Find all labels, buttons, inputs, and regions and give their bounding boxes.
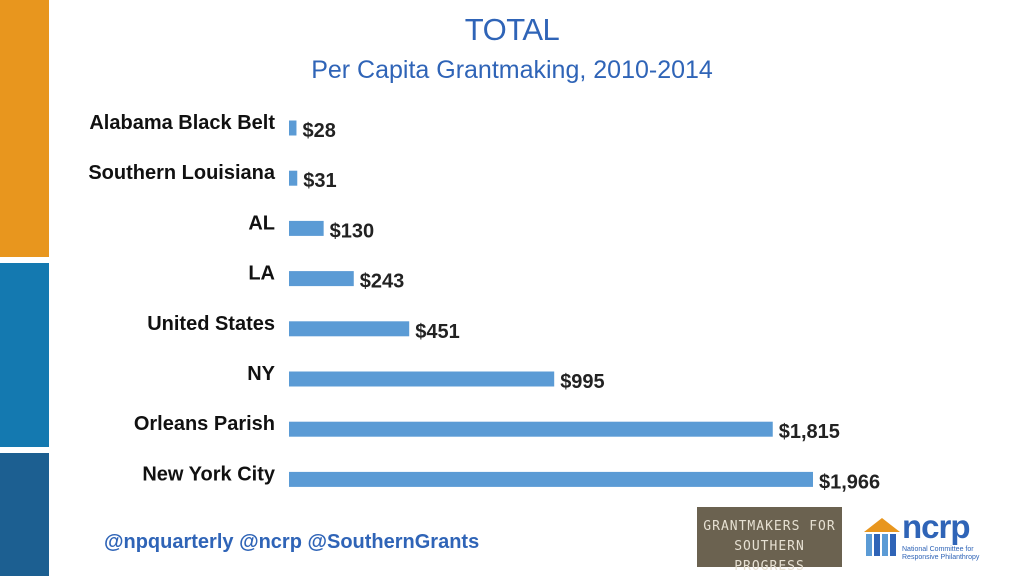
- value-label: $130: [330, 220, 375, 242]
- decorative-stripe-orange: [0, 0, 49, 257]
- bar: [289, 120, 297, 136]
- category-label: United States: [147, 313, 275, 335]
- bar: [289, 170, 298, 186]
- value-label: $1,966: [819, 471, 880, 493]
- ncrp-logo: ncrp National Committee for Responsive P…: [862, 508, 992, 566]
- category-label: Orleans Parish: [134, 413, 275, 435]
- logo-gsp-line-1: GRANTMAKERS FOR: [703, 519, 836, 534]
- logo-gsp-line-2: SOUTHERN PROGRESS: [734, 539, 805, 574]
- bar: [289, 220, 324, 236]
- value-label: $451: [415, 321, 460, 343]
- ncrp-building-icon: [864, 518, 900, 556]
- category-label: LA: [248, 263, 275, 285]
- category-label: AL: [248, 212, 275, 234]
- decorative-stripe-blue: [0, 263, 49, 447]
- bar: [289, 421, 773, 437]
- value-label: $243: [360, 271, 405, 293]
- category-label: New York City: [142, 463, 276, 485]
- bar: [289, 271, 354, 287]
- value-label: $995: [560, 371, 605, 393]
- category-label: NY: [247, 363, 275, 385]
- ncrp-wordmark: ncrp: [902, 508, 971, 545]
- value-label: $1,815: [779, 421, 840, 443]
- bar: [289, 371, 555, 387]
- ncrp-tagline: National Committee for Responsive Philan…: [902, 546, 980, 561]
- chart-title: TOTAL: [464, 12, 560, 47]
- social-handles: @npquarterly @ncrp @SouthernGrants: [104, 531, 480, 553]
- bar: [289, 321, 410, 337]
- value-label: $28: [302, 120, 335, 142]
- value-label: $31: [303, 170, 336, 192]
- grantmakers-for-southern-progress-logo: GRANTMAKERS FOR SOUTHERN PROGRESS: [697, 507, 842, 574]
- category-label: Alabama Black Belt: [89, 112, 275, 134]
- category-label: Southern Louisiana: [88, 162, 276, 184]
- decorative-stripe-dark-blue: [0, 453, 49, 576]
- bar: [289, 471, 813, 487]
- chart-subtitle: Per Capita Grantmaking, 2010-2014: [311, 56, 713, 84]
